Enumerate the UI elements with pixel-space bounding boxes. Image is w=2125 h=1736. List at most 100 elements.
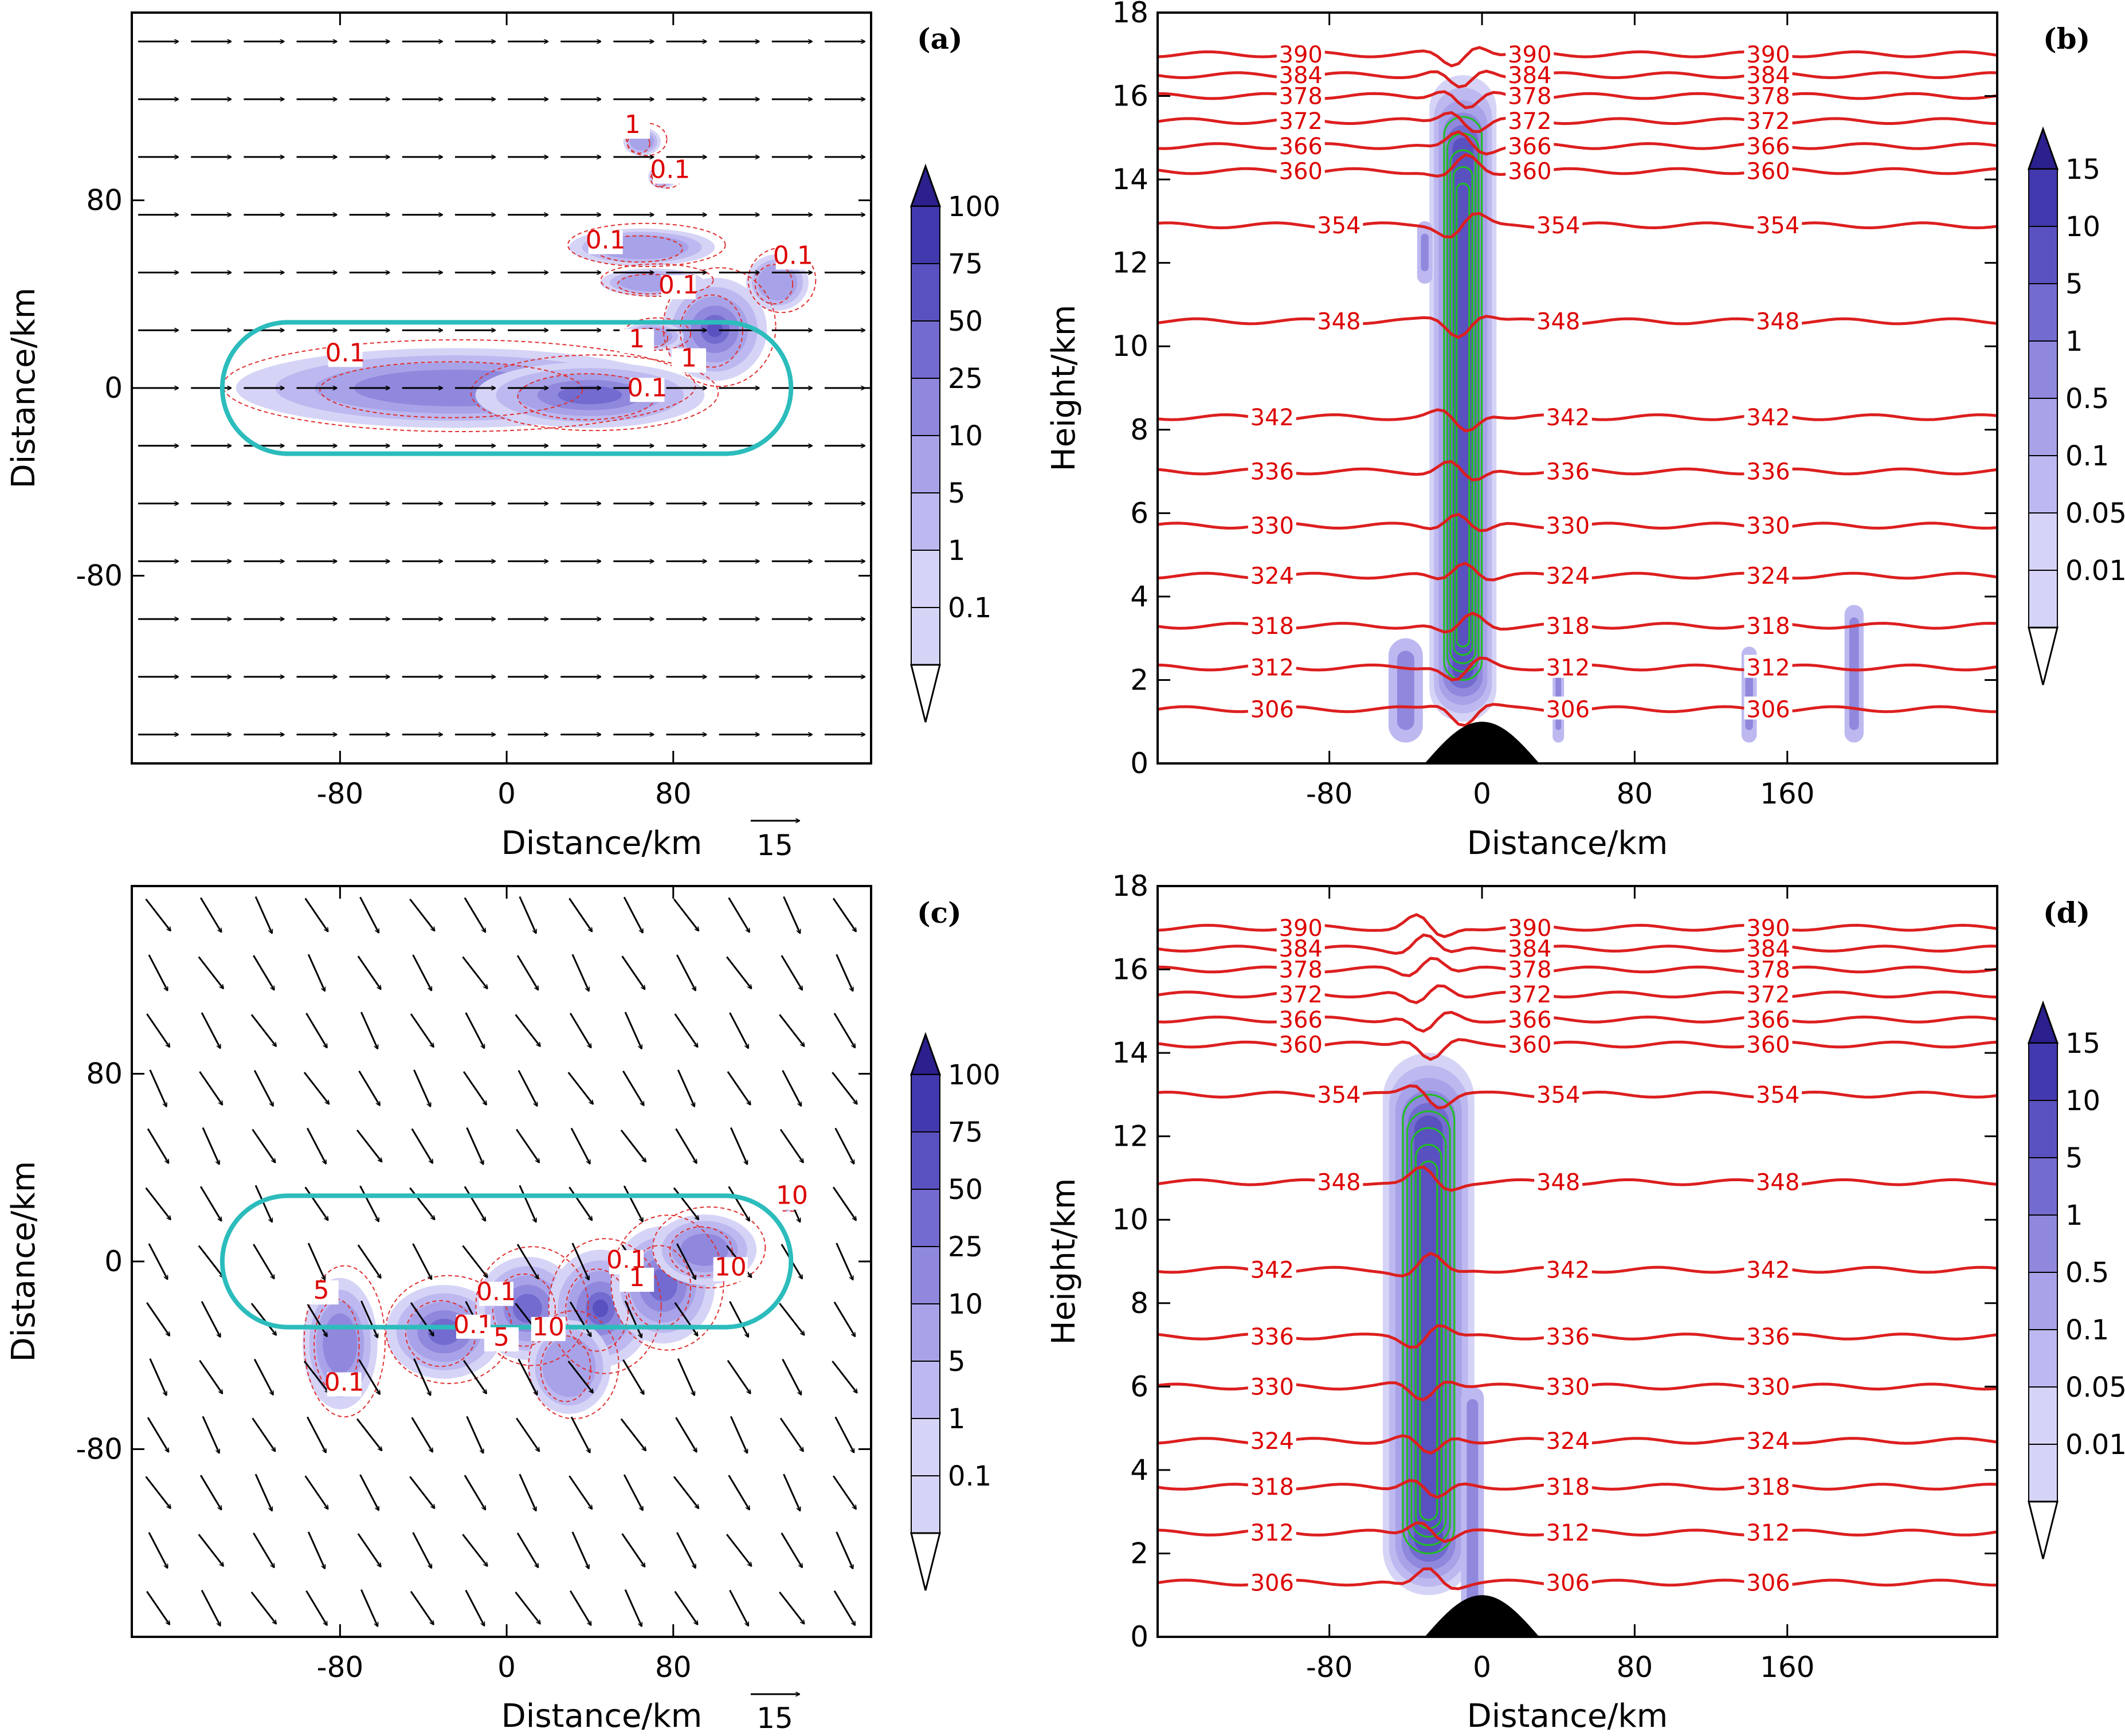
wind-vector <box>727 1359 751 1394</box>
wind-vector <box>409 898 434 931</box>
wind-vector <box>149 1069 167 1107</box>
dashed-contour <box>319 361 583 418</box>
panel-c-x-ticks: -80 0 80 <box>317 886 692 1684</box>
panel-d-theta-labels: 306 306 306 312 312 312 318 318 318 324 324 324 330 3… <box>1248 915 1802 1596</box>
theta-label-bg <box>1505 158 1554 182</box>
panel-c-y-ticks: 80 0 -80 <box>76 1057 871 1466</box>
theta-label: 348 <box>1317 309 1361 335</box>
colorbar-top-arrow <box>909 163 942 207</box>
wind-vector <box>464 897 485 932</box>
y-tick-label: 14 <box>1112 1036 1148 1069</box>
wind-vector <box>148 1532 168 1568</box>
theta-label: 378 <box>1279 84 1323 110</box>
theta-label: 372 <box>1508 982 1551 1008</box>
theta-label: 342 <box>1546 405 1590 431</box>
panel-b-y-ticks: 0 2 4 6 8 10 12 14 16 18 <box>1112 0 1997 780</box>
theta-label: 372 <box>1279 108 1323 135</box>
theta-label: 330 <box>1250 1374 1294 1400</box>
theta-label-bg <box>1315 308 1363 332</box>
wind-vector <box>673 1187 699 1220</box>
x-tick-label: 80 <box>1617 1651 1653 1684</box>
wind-vector <box>621 1533 645 1567</box>
theta-label: 384 <box>1279 936 1323 962</box>
green-contour <box>1410 1127 1447 1538</box>
wind-vector <box>519 896 536 933</box>
theta-label: 306 <box>1250 1570 1294 1596</box>
panel-a-reference-value: 15 <box>756 829 793 862</box>
dashed-contour <box>652 1206 766 1289</box>
contour-label: 10 <box>776 1181 808 1210</box>
green-contour <box>1452 166 1473 656</box>
y-tick-label: 2 <box>1130 663 1148 696</box>
theta-label: 360 <box>1746 159 1790 185</box>
panel-c-ylabel: Distance/km <box>5 1161 42 1362</box>
panel-b-green-contours <box>1443 116 1483 681</box>
colorbar-label: 0.1 <box>948 1460 991 1492</box>
wind-vector <box>360 1589 378 1627</box>
colorbar-label: 5 <box>2065 268 2083 300</box>
y-tick-label: 0 <box>104 1245 123 1278</box>
shading-blob <box>707 322 723 338</box>
theta-label: 384 <box>1508 62 1551 89</box>
colorbar-label: 100 <box>948 1059 1001 1091</box>
wind-vector <box>677 1069 695 1107</box>
panel-a: 0.1 0.1 1 0.1 0.1 0.1 1 0.1 1 -80 0 80 80 0 -80 Dist… <box>5 11 963 862</box>
wind-vector <box>623 1474 644 1510</box>
wind-vector <box>145 898 171 931</box>
wind-vector <box>622 1070 644 1106</box>
contour-label: 1 <box>625 110 641 139</box>
y-tick-label: 0 <box>1130 1620 1148 1653</box>
y-tick-label: 12 <box>1112 246 1148 280</box>
wind-vector <box>621 955 645 989</box>
theta-label-bg <box>1543 1570 1592 1593</box>
wind-vector <box>781 955 802 990</box>
theta-label: 318 <box>1250 613 1294 640</box>
theta-label-bg <box>1276 158 1325 182</box>
colorbar-label: 15 <box>2065 1028 2100 1060</box>
wind-vector <box>462 1245 487 1277</box>
contour-label: 0.1 <box>650 155 690 185</box>
wind-vector <box>254 1474 272 1511</box>
panel-b-xlabel: Distance/km <box>1467 825 1668 862</box>
theta-label: 366 <box>1279 1007 1323 1033</box>
wind-vector <box>675 1128 696 1163</box>
y-tick-label: 80 <box>86 1057 123 1091</box>
wind-vector <box>832 1186 856 1220</box>
wind-vector <box>730 1127 747 1165</box>
theta-label: 390 <box>1508 915 1551 942</box>
y-tick-label: 6 <box>1130 496 1148 530</box>
green-contour <box>1443 116 1483 681</box>
contour-label-bg <box>615 114 650 139</box>
contour-label: 1 <box>629 1263 645 1292</box>
theta-label-bg <box>1248 655 1296 678</box>
panel-d-frame <box>1156 885 1998 1638</box>
shading-blob <box>323 1313 358 1374</box>
dashed-contour <box>475 1246 589 1366</box>
theta-label: 312 <box>1746 1520 1790 1546</box>
wind-vector <box>726 956 751 989</box>
wind-vector <box>519 1185 536 1222</box>
theta-label-bg <box>1276 936 1325 959</box>
wind-vector <box>201 1589 221 1626</box>
wind-vector <box>148 954 168 990</box>
theta-label: 318 <box>1546 613 1590 640</box>
contour-label-bg <box>588 230 623 254</box>
theta-label-bg <box>1744 459 1793 482</box>
theta-label-bg <box>1744 1428 1793 1451</box>
wind-vector <box>676 1243 697 1279</box>
panel-a-contours <box>222 122 817 433</box>
colorbar-label: 10 <box>948 420 983 452</box>
theta-label-bg <box>1505 62 1554 86</box>
wind-vector <box>728 1186 750 1221</box>
contour-label: 0.1 <box>586 225 626 254</box>
theta-label-bg <box>1505 41 1554 65</box>
panel-a-shading <box>236 127 809 428</box>
wind-vector <box>253 1069 274 1106</box>
wind-vector <box>147 1128 168 1163</box>
wind-vector <box>729 1301 750 1337</box>
panel-c-region-outline <box>219 1193 794 1330</box>
wind-vector <box>149 1358 167 1396</box>
theta-label: 372 <box>1279 982 1323 1008</box>
wind-vector <box>356 1418 382 1451</box>
